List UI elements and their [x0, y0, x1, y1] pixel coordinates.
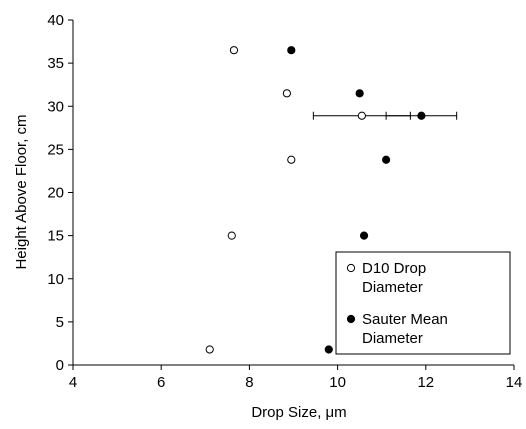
error-bars — [312, 111, 458, 120]
data-point-d10 — [229, 46, 239, 55]
legend-marker-d10 — [346, 263, 356, 273]
y-tick-label: 20 — [47, 185, 64, 202]
data-points — [205, 46, 426, 354]
x-tick-label: 8 — [245, 374, 253, 391]
x-tick-label: 12 — [417, 374, 434, 391]
data-point-sauter — [324, 345, 333, 354]
legend-label-d10-line2: Diameter — [362, 279, 423, 296]
x-axis-label: Drop Size, μm — [251, 404, 346, 421]
legend-label-d10-line1: D10 Drop — [362, 260, 426, 277]
legend-marker-sauter — [346, 314, 356, 324]
x-tick-label: 4 — [69, 374, 77, 391]
x-tick-label: 6 — [157, 374, 165, 391]
y-tick-label: 0 — [56, 357, 64, 374]
legend-label-sauter-line2: Diameter — [362, 330, 423, 347]
data-point-sauter — [359, 231, 369, 240]
axis-ticks: 0 5 10 15 20 25 30 35 40 4 6 8 10 12 14 — [47, 12, 522, 391]
data-point-sauter — [287, 46, 296, 55]
data-point-d10 — [282, 89, 291, 98]
y-tick-label: 40 — [47, 12, 64, 29]
data-point-sauter — [382, 155, 391, 164]
y-axis-label: Height Above Floor, cm — [13, 114, 30, 269]
x-tick-label: 10 — [329, 374, 346, 391]
y-tick-label: 10 — [47, 271, 64, 288]
y-tick-label: 25 — [47, 141, 64, 158]
data-point-d10 — [227, 231, 236, 240]
data-point-d10 — [357, 111, 366, 120]
data-point-d10 — [205, 345, 214, 354]
legend-label-sauter-line1: Sauter Mean — [362, 311, 448, 328]
x-tick-label: 14 — [506, 374, 523, 391]
data-point-sauter — [355, 89, 364, 98]
legend: D10 Drop Diameter Sauter Mean Diameter — [335, 251, 511, 355]
y-tick-label: 35 — [47, 55, 64, 72]
data-point-sauter — [417, 111, 426, 120]
y-tick-label: 30 — [47, 98, 64, 115]
y-tick-label: 5 — [56, 314, 64, 331]
data-point-d10 — [287, 155, 296, 164]
legend-box — [335, 251, 511, 355]
y-tick-label: 15 — [47, 228, 64, 245]
